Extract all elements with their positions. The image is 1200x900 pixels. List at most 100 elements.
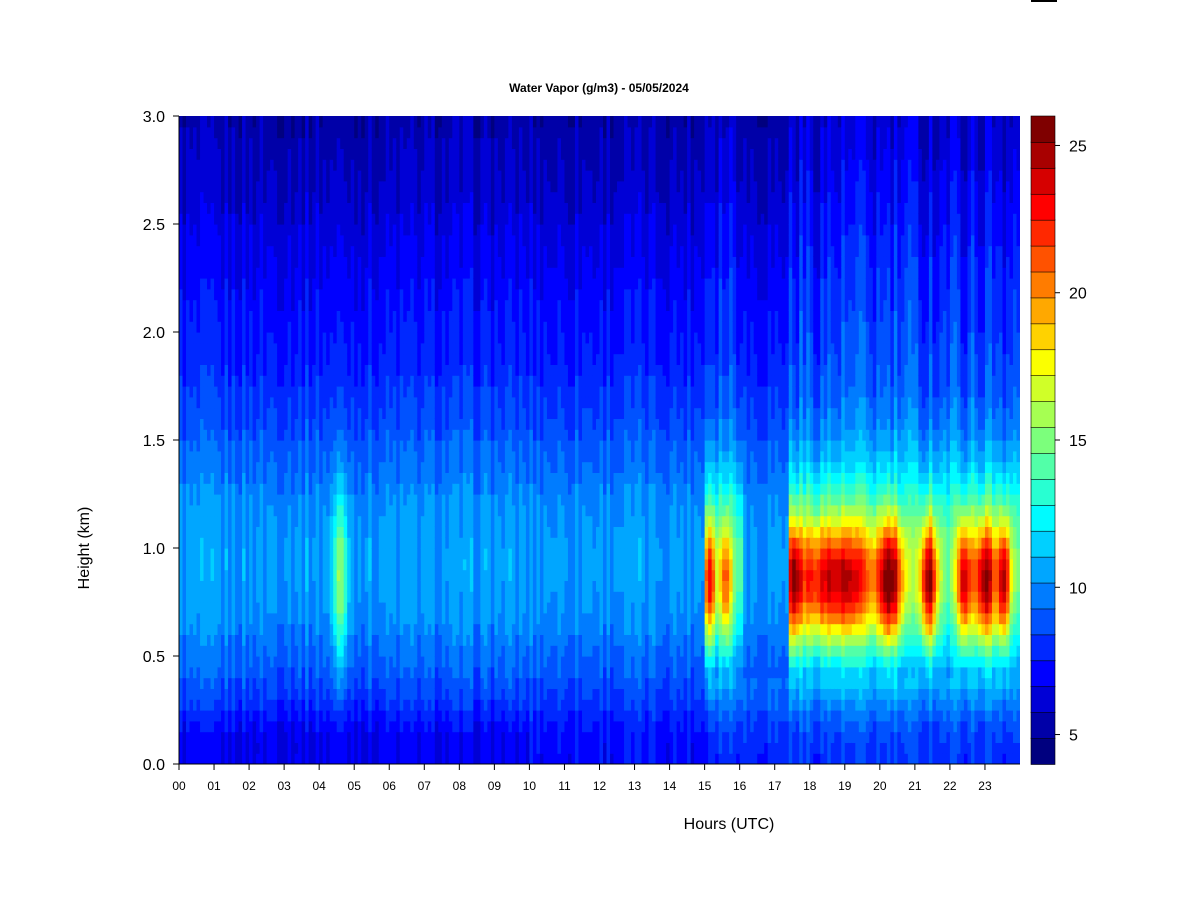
heatmap-cell	[312, 526, 317, 538]
heatmap-cell	[200, 375, 205, 387]
heatmap-cell	[406, 159, 411, 171]
heatmap-cell	[228, 180, 233, 193]
heatmap-cell	[389, 278, 394, 290]
heatmap-cell	[182, 494, 187, 506]
heatmap-cell	[277, 494, 282, 506]
heatmap-cell	[382, 602, 387, 614]
heatmap-cell	[375, 623, 380, 635]
heatmap-cell	[420, 548, 425, 560]
heatmap-cell	[434, 699, 439, 711]
heatmap-cell	[375, 548, 380, 560]
heatmap-cell	[340, 407, 345, 419]
heatmap-cell	[312, 494, 317, 506]
heatmap-cell	[284, 202, 289, 214]
heatmap-cell	[392, 591, 397, 603]
heatmap-cell	[389, 645, 394, 657]
heatmap-cell	[322, 396, 327, 409]
heatmap-cell	[361, 645, 366, 657]
heatmap-cell	[224, 753, 229, 764]
heatmap-cell	[357, 202, 362, 214]
heatmap-cell	[459, 202, 464, 214]
heatmap-cell	[221, 386, 226, 398]
heatmap-cell	[224, 731, 229, 743]
heatmap-cell	[287, 710, 292, 722]
heatmap-cell	[228, 224, 233, 236]
heatmap-cell	[228, 213, 233, 225]
heatmap-cell	[263, 569, 268, 581]
heatmap-cell	[228, 450, 233, 463]
heatmap-cell	[455, 548, 460, 560]
heatmap-cell	[277, 224, 282, 236]
heatmap-cell	[466, 213, 471, 225]
heatmap-cell	[200, 396, 205, 409]
heatmap-cell	[179, 634, 184, 646]
heatmap-cell	[392, 299, 397, 311]
heatmap-cell	[466, 137, 471, 149]
heatmap-cell	[252, 364, 257, 376]
heatmap-cell	[287, 332, 292, 344]
heatmap-cell	[242, 407, 247, 419]
heatmap-cell	[214, 450, 219, 463]
heatmap-cell	[238, 720, 243, 733]
heatmap-cell	[298, 407, 303, 419]
heatmap-cell	[378, 278, 383, 290]
heatmap-cell	[406, 753, 411, 764]
heatmap-cell	[326, 364, 331, 376]
heatmap-cell	[280, 202, 285, 214]
heatmap-cell	[406, 278, 411, 290]
heatmap-cell	[329, 731, 334, 743]
heatmap-cell	[350, 342, 355, 355]
heatmap-cell	[396, 202, 401, 214]
heatmap-cell	[326, 342, 331, 355]
heatmap-cell	[189, 699, 194, 711]
heatmap-cell	[406, 440, 411, 452]
heatmap-cell	[305, 537, 310, 549]
heatmap-cell	[228, 688, 233, 700]
heatmap-cell	[448, 602, 453, 614]
heatmap-cell	[259, 202, 264, 214]
heatmap-cell	[186, 504, 191, 517]
heatmap-cell	[217, 666, 222, 679]
heatmap-cell	[210, 332, 215, 344]
heatmap-cell	[182, 515, 187, 527]
heatmap-cell	[207, 710, 212, 722]
heatmap-cell	[375, 591, 380, 603]
heatmap-cell	[434, 504, 439, 517]
heatmap-cell	[361, 526, 366, 538]
heatmap-cell	[217, 558, 222, 571]
heatmap-cell	[249, 504, 254, 517]
heatmap-cell	[196, 234, 201, 247]
heatmap-cell	[343, 461, 348, 473]
heatmap-cell	[413, 245, 418, 257]
heatmap-cell	[305, 483, 310, 495]
heatmap-cell	[287, 159, 292, 171]
heatmap-cell	[431, 375, 436, 387]
heatmap-cell	[357, 450, 362, 463]
heatmap-cell	[256, 677, 261, 689]
heatmap-cell	[270, 645, 275, 657]
heatmap-cell	[308, 666, 313, 679]
heatmap-cell	[298, 537, 303, 549]
heatmap-cell	[266, 461, 271, 473]
heatmap-cell	[392, 245, 397, 257]
heatmap-cell	[242, 288, 247, 301]
heatmap-cell	[312, 677, 317, 689]
heatmap-cell	[361, 580, 366, 592]
heatmap-cell	[322, 386, 327, 398]
heatmap-cell	[270, 440, 275, 452]
heatmap-cell	[217, 278, 222, 290]
heatmap-cell	[455, 602, 460, 614]
heatmap-cell	[270, 170, 275, 182]
heatmap-cell	[343, 666, 348, 679]
heatmap-cell	[448, 753, 453, 764]
heatmap-cell	[343, 450, 348, 463]
heatmap-cell	[280, 742, 285, 754]
heatmap-cell	[210, 148, 215, 160]
heatmap-cell	[378, 526, 383, 538]
heatmap-cell	[270, 353, 275, 365]
heatmap-cell	[280, 569, 285, 581]
heatmap-cell	[462, 699, 467, 711]
heatmap-cell	[270, 116, 275, 128]
heatmap-cell	[427, 461, 432, 473]
heatmap-cell	[326, 720, 331, 733]
